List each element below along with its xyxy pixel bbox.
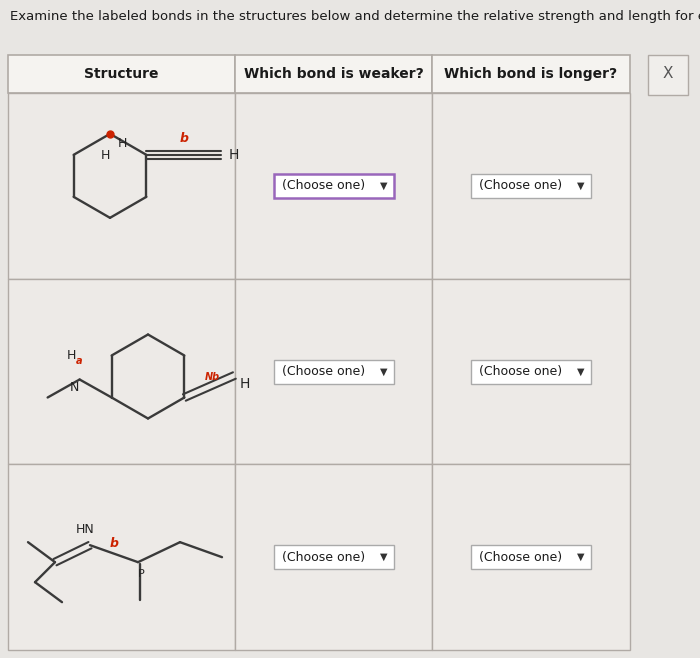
Text: X: X — [663, 66, 673, 82]
Text: (Choose one): (Choose one) — [480, 180, 563, 192]
Text: a: a — [76, 357, 83, 367]
Bar — [235, 279, 432, 465]
Bar — [471, 359, 591, 384]
Bar — [432, 93, 630, 279]
Text: H: H — [67, 349, 76, 362]
Text: P: P — [138, 569, 144, 579]
Bar — [471, 174, 591, 198]
Text: ▼: ▼ — [379, 181, 387, 191]
Text: H: H — [239, 376, 250, 390]
Text: ▼: ▼ — [379, 552, 387, 562]
Text: b: b — [109, 537, 118, 550]
Bar — [8, 279, 235, 465]
Text: H: H — [118, 138, 127, 150]
Text: Nb: Nb — [205, 372, 220, 382]
Text: N: N — [70, 381, 79, 394]
Text: ▼: ▼ — [578, 552, 584, 562]
Bar — [648, 55, 688, 95]
Text: H: H — [100, 149, 110, 163]
Text: (Choose one): (Choose one) — [282, 365, 365, 378]
Bar — [235, 465, 432, 650]
Text: (Choose one): (Choose one) — [282, 551, 365, 564]
Bar — [8, 55, 235, 93]
Bar — [274, 174, 393, 198]
Text: Which bond is weaker?: Which bond is weaker? — [244, 67, 424, 81]
Text: ▼: ▼ — [379, 367, 387, 376]
Bar — [8, 93, 235, 279]
Bar — [274, 545, 393, 569]
Text: Structure: Structure — [84, 67, 159, 81]
Text: (Choose one): (Choose one) — [282, 180, 365, 192]
Text: b: b — [179, 132, 188, 145]
Bar — [235, 55, 432, 93]
Text: Examine the labeled bonds in the structures below and determine the relative str: Examine the labeled bonds in the structu… — [10, 10, 700, 23]
Text: (Choose one): (Choose one) — [480, 551, 563, 564]
Text: (Choose one): (Choose one) — [480, 365, 563, 378]
Bar — [432, 279, 630, 465]
Text: HN: HN — [76, 522, 94, 536]
Text: Which bond is longer?: Which bond is longer? — [444, 67, 617, 81]
Text: ▼: ▼ — [578, 181, 584, 191]
Bar — [471, 545, 591, 569]
Bar — [235, 93, 432, 279]
Bar — [8, 465, 235, 650]
Text: H: H — [228, 148, 239, 162]
Bar — [432, 55, 630, 93]
Bar — [274, 359, 393, 384]
Bar — [432, 465, 630, 650]
Text: ▼: ▼ — [578, 367, 584, 376]
